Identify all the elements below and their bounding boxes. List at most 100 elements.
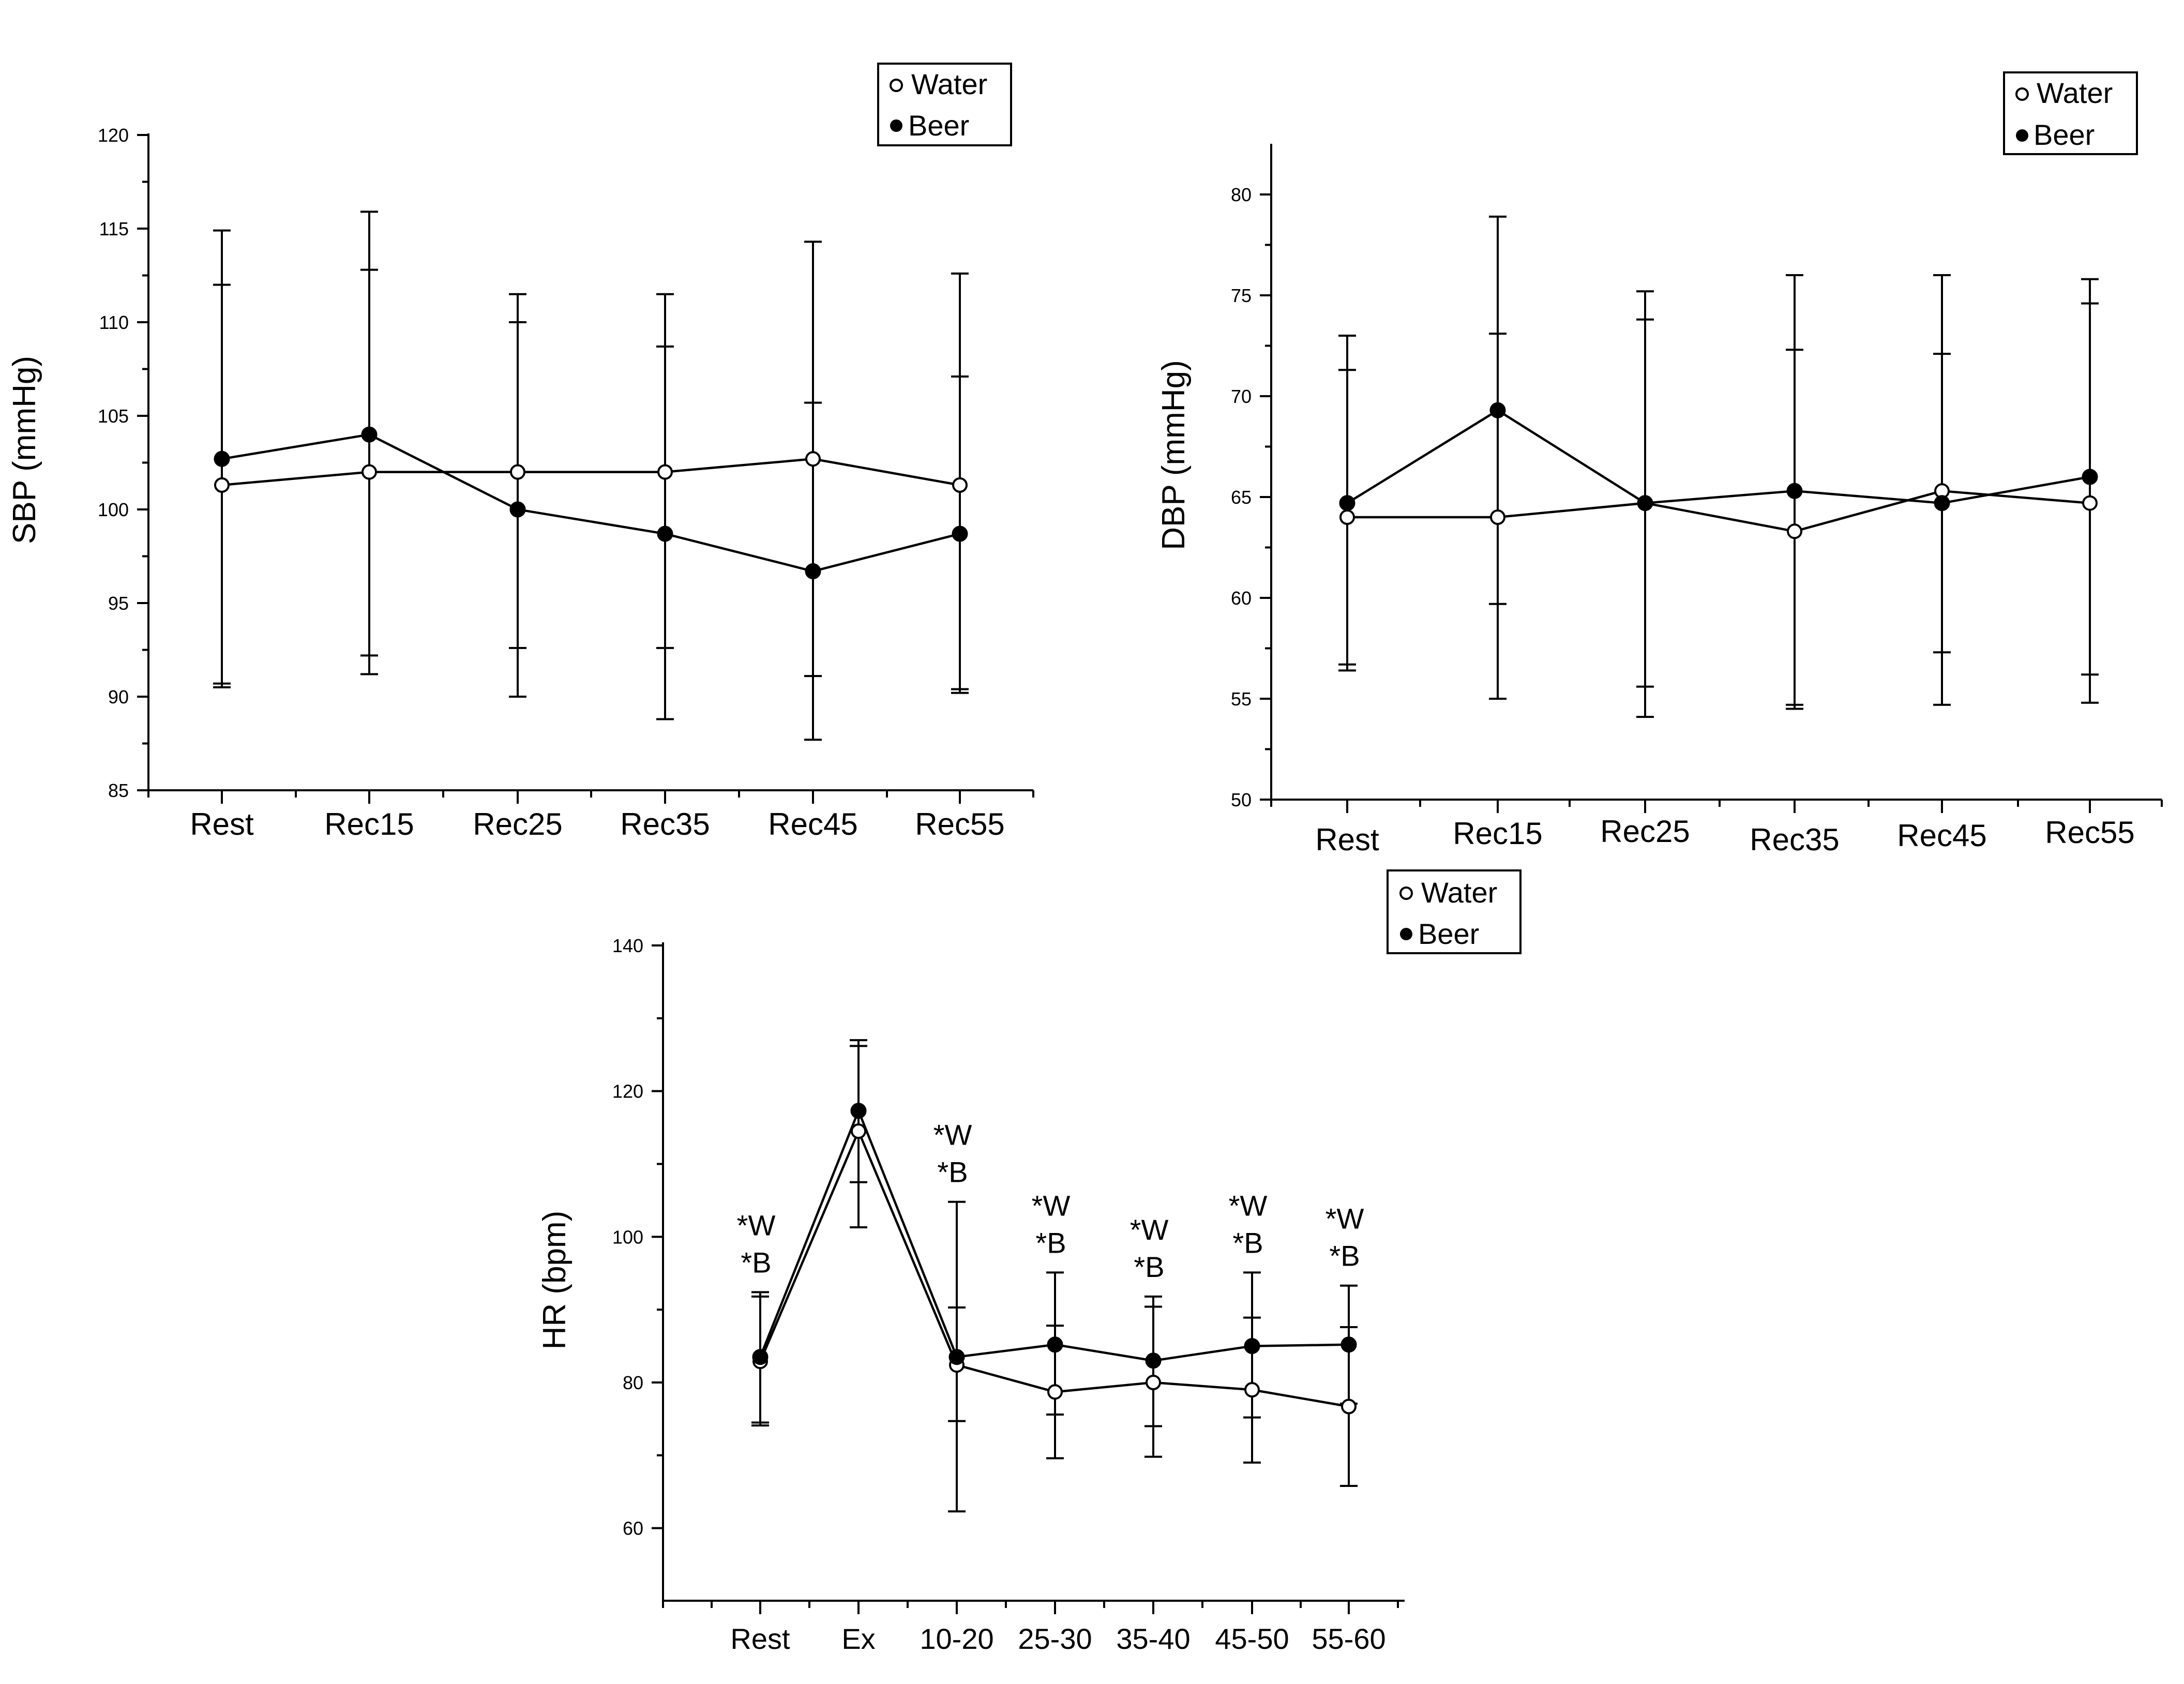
hr-legend: Water Beer [1387, 869, 1522, 954]
hr-y-tick-label: 100 [612, 1226, 643, 1247]
sbp-water-point [805, 451, 821, 467]
dbp-legend-beer-label: Beer [2034, 118, 2095, 151]
hr-category-label: 10-20 [920, 1622, 993, 1655]
hr-legend-water-label: Water [1421, 876, 1497, 909]
hr-beer-point [1047, 1336, 1063, 1353]
sbp-beer-point [657, 525, 673, 542]
hr-significance-label: *W [1229, 1189, 1268, 1222]
sbp-y-tick-label: 115 [99, 218, 129, 239]
hr-significance-label: *W [1326, 1202, 1364, 1235]
dbp-category-label: Rec15 [1453, 816, 1542, 851]
sbp-chart: SBP (mmHg) Water Beer 85 90 95 100 105 110 115… [7, 63, 1034, 841]
hr-y-tick-label: 60 [623, 1518, 643, 1539]
sbp-y-tick-label: 85 [108, 780, 129, 801]
sbp-category-label: Rec45 [768, 807, 857, 841]
sbp-legend: Water Beer [877, 63, 1012, 146]
dbp-water-point [1339, 509, 1355, 525]
sbp-legend-water-marker [890, 79, 903, 92]
sbp-beer-point [805, 563, 821, 579]
sbp-category-label: Rec55 [915, 807, 1004, 841]
hr-water-point [1047, 1384, 1063, 1400]
dbp-legend-water-label: Water [2037, 77, 2113, 109]
hr-category-label: Ex [841, 1622, 875, 1655]
hr-significance-label: *B [741, 1246, 771, 1279]
hr-category-label: 55-60 [1312, 1622, 1385, 1655]
hr-legend-box [1387, 869, 1522, 954]
sbp-y-tick-label: 110 [99, 312, 129, 333]
dbp-water-point [1490, 509, 1505, 525]
hr-significance-label: *B [1035, 1226, 1066, 1259]
sbp-y-tick-label: 95 [108, 593, 129, 614]
dbp-category-label: Rec35 [1750, 822, 1839, 857]
hr-beer-point [1145, 1352, 1162, 1369]
hr-significance-label: *B [1134, 1251, 1164, 1283]
hr-legend-beer-marker [1400, 928, 1412, 940]
sbp-category-label: Rest [190, 807, 254, 841]
dbp-beer-point [2082, 469, 2098, 485]
dbp-legend: Water Beer [2003, 71, 2138, 155]
sbp-plot-area: 85 90 95 100 105 110 115 120 Rest Rec15 Rec25 Rec35… [98, 125, 1034, 841]
hr-significance-label: *B [937, 1156, 968, 1189]
sbp-ylabel: SBP (mmHg) [7, 356, 42, 544]
sbp-beer-line [221, 433, 960, 573]
dbp-legend-box [2003, 71, 2138, 155]
hr-ylabel: HR (bpm) [537, 1211, 573, 1350]
dbp-beer-point [1934, 495, 1950, 512]
dbp-beer-point [1637, 495, 1653, 512]
hr-beer-point [1340, 1336, 1357, 1353]
hr-beer-point [850, 1103, 867, 1119]
hr-category-label: 35-40 [1116, 1622, 1190, 1655]
dbp-ylabel: DBP (mmHg) [1156, 360, 1192, 550]
sbp-category-label: Rec35 [620, 807, 710, 841]
sbp-water-point [657, 464, 673, 480]
sbp-y-tick-label: 120 [98, 125, 129, 146]
dbp-y-tick-label: 75 [1231, 285, 1252, 306]
hr-category-label: Rest [730, 1622, 790, 1655]
dbp-beer-point [1339, 495, 1355, 512]
hr-y-tick-label: 140 [612, 935, 643, 956]
dbp-plot-area: 50 55 60 65 70 75 80 Rest Rec15 Rec25 Rec35 Rec45 Re… [1231, 144, 2163, 857]
dbp-beer-point [1489, 402, 1506, 418]
dbp-y-tick-label: 55 [1231, 688, 1252, 710]
sbp-water-point [952, 477, 968, 493]
dbp-y-tick-label: 60 [1231, 588, 1252, 609]
dbp-beer-line [1346, 409, 2090, 505]
dbp-category-label: Rec55 [2045, 815, 2134, 850]
hr-y-tick-label: 80 [623, 1372, 643, 1393]
hr-y-tick-label: 120 [612, 1081, 643, 1102]
sbp-water-point [510, 464, 525, 480]
sbp-beer-point [952, 525, 968, 542]
hr-category-label: 25-30 [1018, 1622, 1092, 1655]
dbp-legend-water-marker [2015, 87, 2029, 101]
hr-water-point [1244, 1382, 1260, 1398]
sbp-category-label: Rec15 [324, 807, 414, 841]
dbp-y-tick-label: 65 [1231, 487, 1252, 508]
hr-legend-water-marker [1399, 886, 1413, 900]
dbp-legend-beer-marker [2016, 129, 2028, 142]
hr-water-point [851, 1123, 866, 1139]
dbp-y-tick-label: 70 [1231, 386, 1252, 407]
hr-water-point [1146, 1375, 1161, 1390]
dbp-beer-point [1786, 483, 1803, 499]
sbp-legend-box [877, 63, 1012, 146]
sbp-beer-point [361, 426, 378, 443]
hr-significance-label: *W [737, 1209, 776, 1241]
sbp-water-point [214, 477, 230, 493]
hr-significance-label: *W [1130, 1213, 1169, 1246]
hr-category-label: 45-50 [1215, 1622, 1289, 1655]
hr-legend-beer-label: Beer [1418, 918, 1479, 950]
dbp-water-line [1347, 490, 2090, 533]
sbp-legend-beer-marker [890, 119, 902, 132]
hr-chart: HR (bpm) Water Beer 60 80 100 120 140 Rest Ex 1… [537, 869, 1522, 1655]
hr-plot-area: 60 80 100 120 140 Rest Ex 10-20 25-30 35-40 45-50 5… [612, 935, 1405, 1655]
dbp-water-point [1787, 523, 1802, 539]
dbp-category-label: Rec45 [1897, 818, 1986, 853]
dbp-category-label: Rec25 [1600, 814, 1690, 849]
hr-beer-point [752, 1349, 769, 1365]
dbp-y-tick-label: 50 [1231, 789, 1252, 810]
sbp-y-tick-label: 100 [98, 499, 129, 520]
sbp-legend-water-label: Water [911, 68, 987, 100]
sbp-legend-beer-label: Beer [908, 109, 969, 142]
sbp-water-line [221, 458, 960, 487]
